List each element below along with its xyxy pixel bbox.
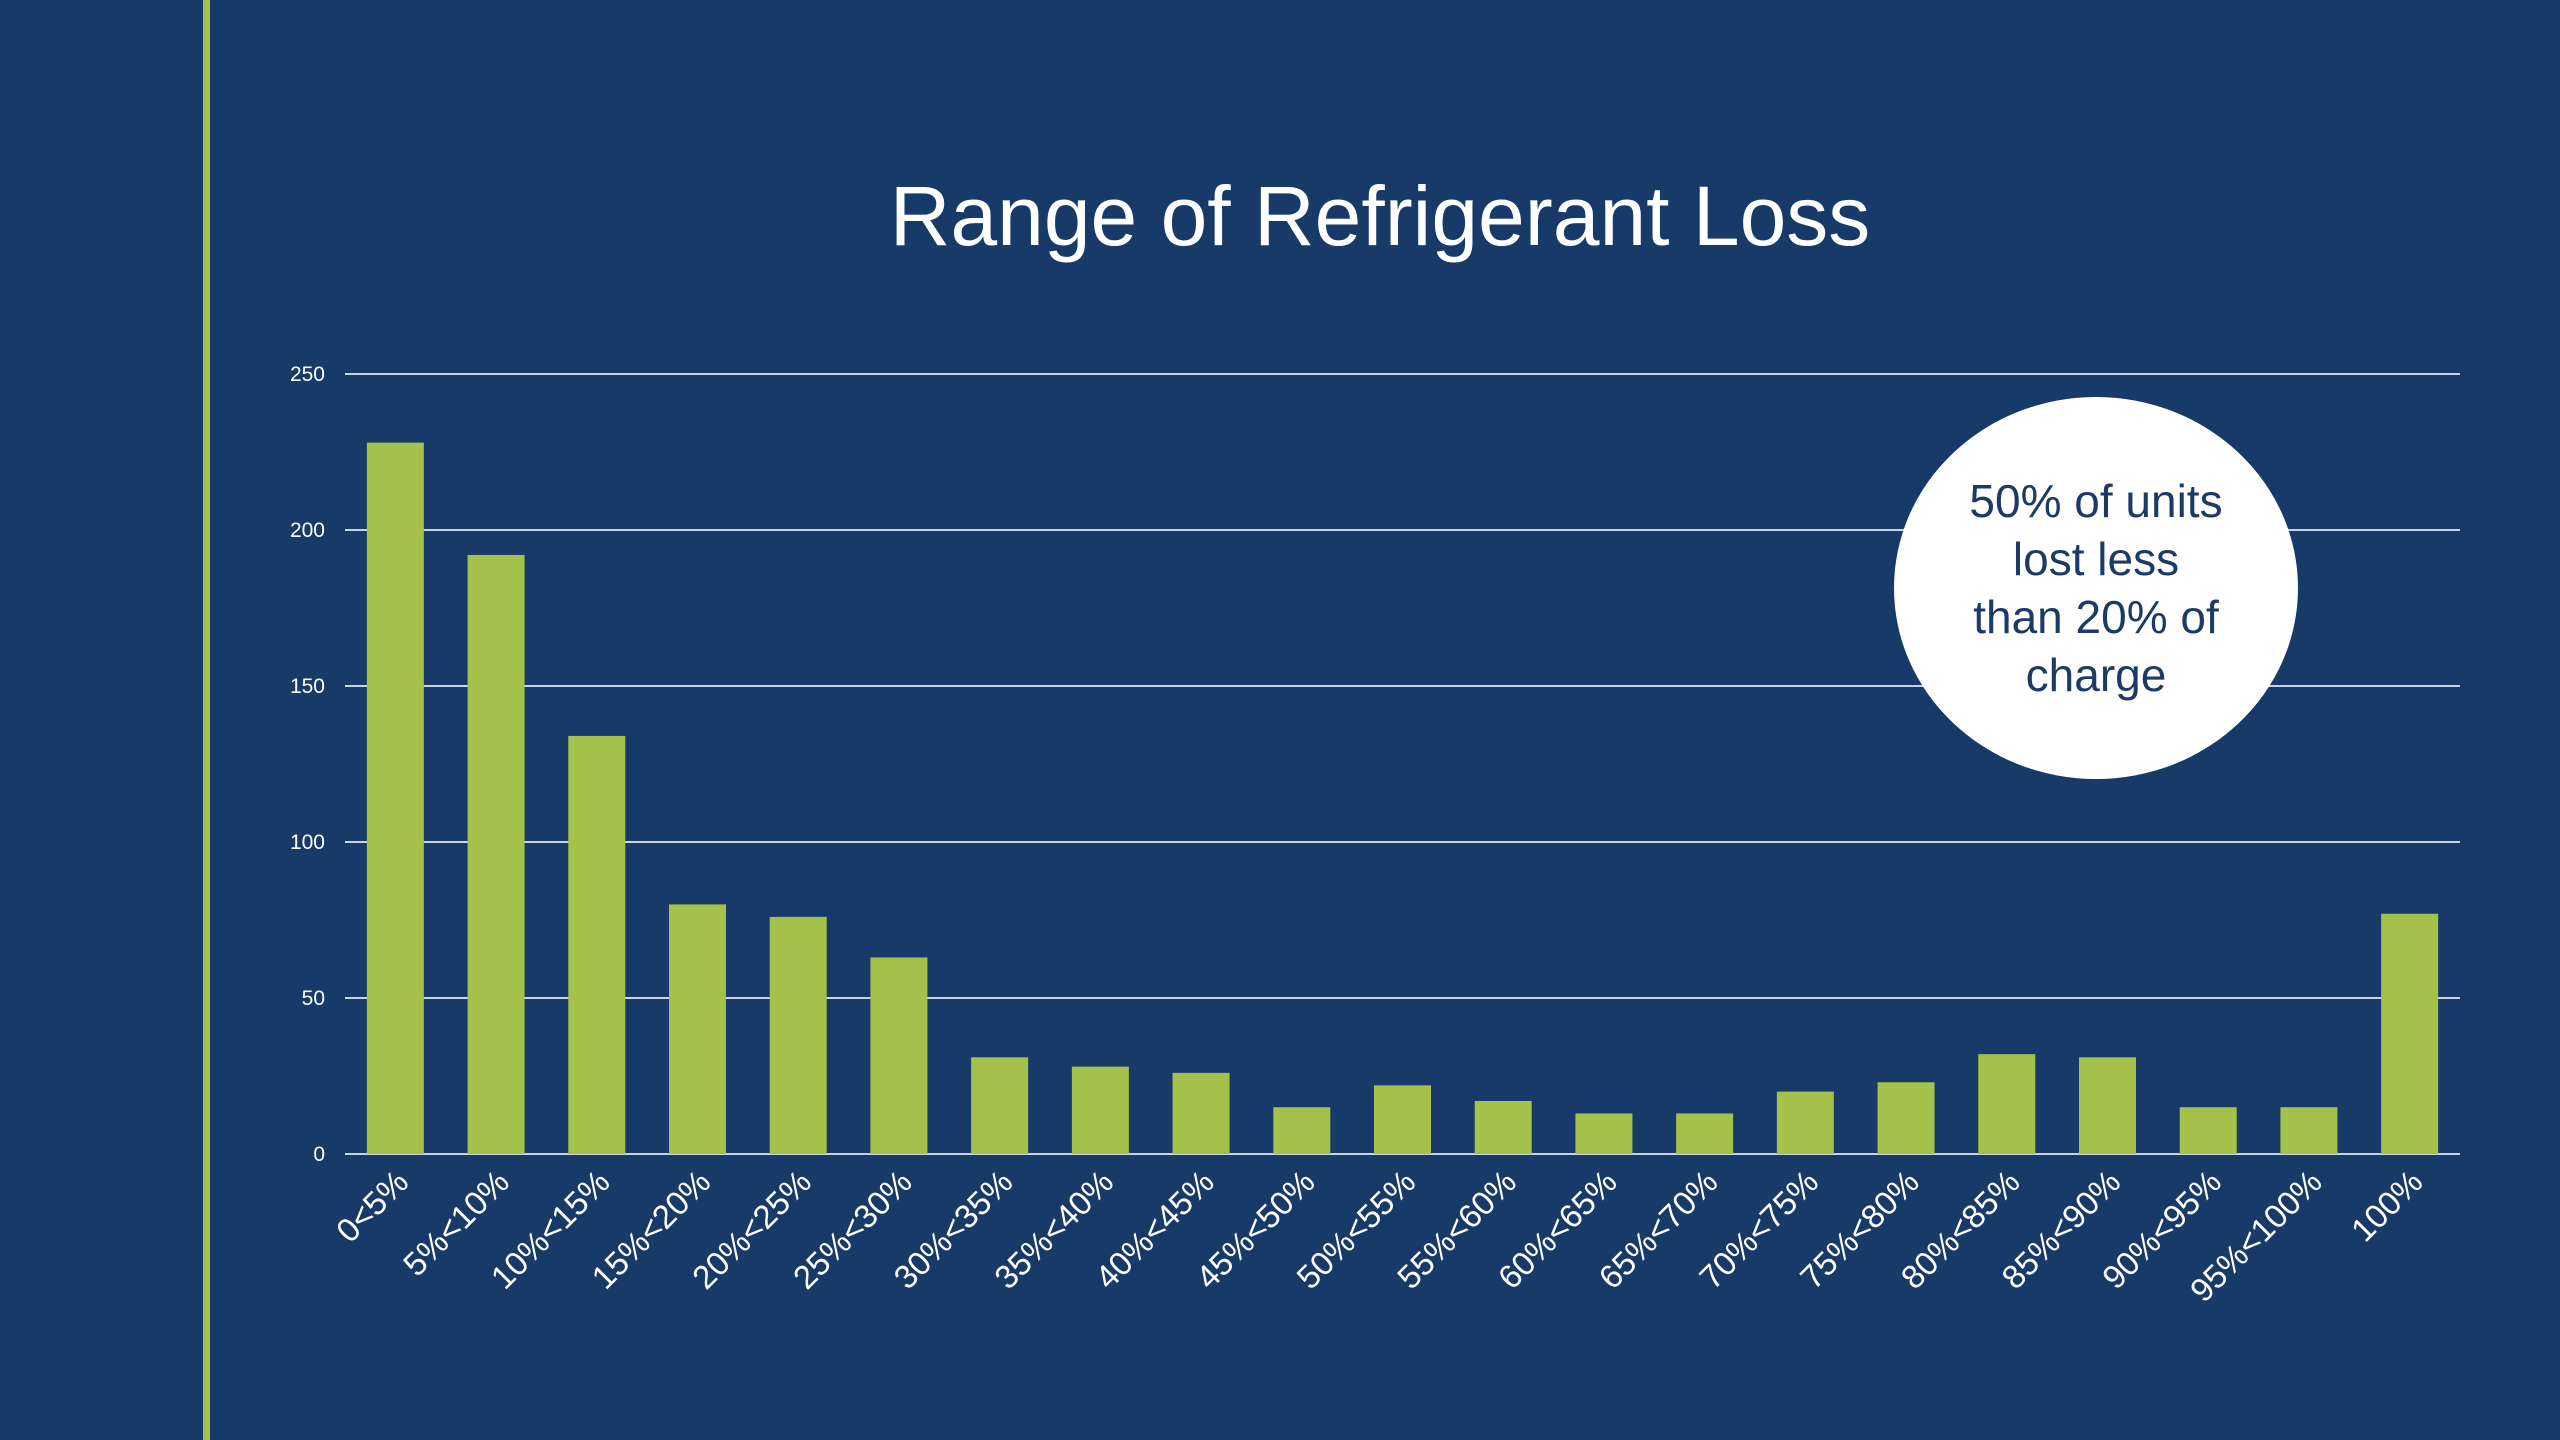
bar — [2280, 1107, 2338, 1154]
bar — [1273, 1107, 1331, 1154]
bar — [467, 554, 525, 1154]
bars — [366, 442, 2439, 1154]
y-tick-label: 250 — [290, 363, 325, 386]
bar — [1374, 1085, 1431, 1154]
bar — [2381, 913, 2439, 1154]
bar — [1172, 1072, 1230, 1154]
bar — [2079, 1057, 2136, 1154]
bar — [568, 735, 626, 1154]
bar — [769, 916, 827, 1154]
bar — [1071, 1066, 1129, 1154]
bar — [2179, 1107, 2237, 1154]
y-tick-label: 50 — [302, 987, 325, 1010]
bar — [870, 957, 928, 1154]
accent-line — [203, 0, 210, 1440]
y-tick-label: 0 — [313, 1143, 325, 1166]
y-tick-label: 100 — [290, 831, 325, 854]
callout-text: 50% of units lost less than 20% of charg… — [1969, 475, 2223, 701]
bar — [669, 904, 726, 1154]
callout-bubble: 50% of units lost less than 20% of charg… — [1894, 397, 2298, 779]
chart-title: Range of Refrigerant Loss — [889, 169, 1871, 263]
bar — [1877, 1082, 1935, 1154]
bar — [366, 442, 424, 1154]
bar — [1474, 1100, 1532, 1154]
bar — [1575, 1113, 1633, 1154]
bar — [971, 1057, 1029, 1154]
y-tick-label: 200 — [290, 519, 325, 542]
x-tick-label: 100% — [2344, 1163, 2430, 1249]
x-tick-label: 0<5% — [329, 1163, 415, 1249]
bar — [1676, 1113, 1734, 1154]
y-tick-label: 150 — [290, 675, 325, 698]
bar — [1776, 1091, 1834, 1154]
y-axis-ticks: 0 50 100 150 200 250 — [290, 363, 325, 1166]
bar — [1978, 1054, 2036, 1154]
x-axis-ticks: 0<5%5%<10%10%<15%15%<20%20%<25%25%<30%30… — [329, 1163, 2430, 1309]
